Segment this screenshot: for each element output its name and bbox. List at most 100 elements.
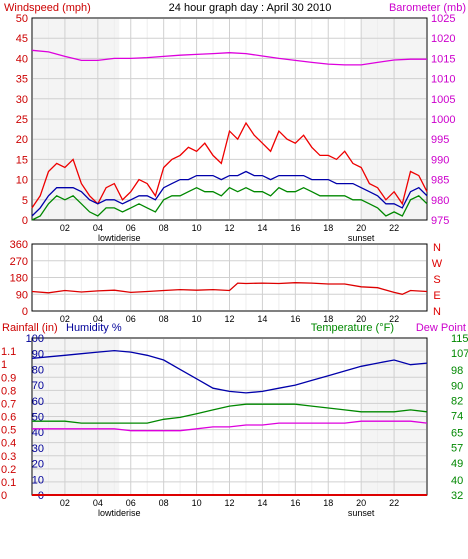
x-tick-label: 12: [224, 314, 234, 324]
x-tick-label: 18: [323, 223, 333, 233]
rainfall-y-tick-label: 1: [1, 359, 7, 371]
compass-label-s: S: [433, 274, 440, 286]
barometer-y-tick-label: 1025: [431, 13, 455, 25]
direction-y-tick-label: 180: [10, 273, 28, 285]
x-annotation-label: lowtiderise: [98, 233, 141, 243]
barometer-y-tick-label: 980: [431, 195, 449, 207]
x-tick-label: 16: [290, 223, 300, 233]
temperature-y-tick-label: 74: [451, 411, 463, 423]
dew-series-line: [32, 420, 428, 432]
humidity-y-tick-label: 20: [32, 459, 44, 471]
graph-title: 24 hour graph day : April 30 2010: [169, 2, 332, 14]
barometer-axis-title: Barometer (mb): [389, 2, 466, 14]
temperature-y-tick-label: 82: [451, 395, 463, 407]
rainfall-y-tick-label: 0.1: [1, 477, 16, 489]
x-annotation-label: sunset: [348, 233, 375, 243]
direction-y-tick-label: 360: [10, 239, 28, 251]
wind-y-tick-label: 25: [16, 114, 28, 126]
humidity-y-tick-label: 80: [32, 364, 44, 376]
x-tick-label: 04: [93, 498, 103, 508]
humidity-y-tick-label: 30: [32, 443, 44, 455]
temperature-y-tick-label: 98: [451, 365, 463, 377]
direction-y-tick-label: 0: [22, 306, 28, 318]
x-tick-label: 20: [356, 314, 366, 324]
baro-series-line: [31, 49, 427, 66]
wind-y-tick-label: 30: [16, 94, 28, 106]
x-tick-label: 16: [290, 498, 300, 508]
wind-y-tick-label: 35: [16, 74, 28, 86]
x-tick-label: 06: [126, 498, 136, 508]
rainfall-y-tick-label: 0.5: [1, 425, 16, 437]
temperature-y-tick-label: 57: [451, 443, 463, 455]
temp-series-line: [32, 403, 428, 424]
x-annotation-label: sunset: [348, 508, 375, 518]
humidity-axis-title: Humidity %: [66, 322, 122, 334]
x-tick-label: 22: [389, 498, 399, 508]
rainfall-axis-title: Rainfall (in): [2, 322, 58, 334]
x-tick-label: 22: [389, 314, 399, 324]
temperature-y-tick-label: 107: [451, 348, 468, 360]
x-annotation-label: lowtiderise: [98, 508, 141, 518]
wind-y-tick-label: 45: [16, 33, 28, 45]
barometer-y-tick-label: 975: [431, 215, 449, 227]
x-tick-label: 06: [126, 314, 136, 324]
humidity-y-tick-label: 10: [32, 474, 44, 486]
x-tick-label: 10: [192, 223, 202, 233]
humidity-y-tick-label: 90: [32, 349, 44, 361]
barometer-y-tick-label: 1010: [431, 74, 455, 86]
wind-y-tick-label: 40: [16, 53, 28, 65]
barometer-y-tick-label: 1020: [431, 33, 455, 45]
direction-panel: 02 04 06 08 10 12 14 16 18 20 22 0 90 180 270 360: [10, 239, 428, 324]
x-tick-label: 02: [60, 498, 70, 508]
x-tick-label: 14: [257, 498, 267, 508]
windspeed-axis-title: Windspeed (mph): [4, 2, 91, 14]
temperature-y-tick-label: 90: [451, 380, 463, 392]
x-tick-label: 04: [93, 314, 103, 324]
temperature-y-tick-label: 49: [451, 458, 463, 470]
rainfall-y-tick-label: 0.4: [1, 438, 16, 450]
avg-series-line: [31, 170, 428, 217]
wind-y-tick-label: 0: [22, 215, 28, 227]
x-tick-label: 12: [224, 223, 234, 233]
x-tick-label: 06: [126, 223, 136, 233]
barometer-y-tick-label: 995: [431, 134, 449, 146]
x-tick-label: 10: [192, 498, 202, 508]
barometer-y-tick-label: 985: [431, 175, 449, 187]
barometer-y-tick-label: 990: [431, 154, 449, 166]
wind-y-tick-label: 20: [16, 134, 28, 146]
wind-y-tick-label: 15: [16, 154, 28, 166]
humidity-y-tick-label: 50: [32, 412, 44, 424]
temperature-y-tick-label: 115: [451, 333, 468, 345]
dewpoint-axis-title: Dew Point: [416, 322, 466, 334]
wind-y-tick-label: 5: [22, 195, 28, 207]
humidity-y-tick-label: 40: [32, 427, 44, 439]
compass-label-n-bottom: N: [433, 306, 441, 318]
rainfall-y-tick-label: 0.2: [1, 464, 16, 476]
direction-panel-frame: [31, 243, 428, 312]
humidity-series-line: [31, 349, 428, 394]
temperature-axis-title: Temperature (°F): [311, 322, 394, 334]
rainfall-y-tick-label: 0.3: [1, 451, 16, 463]
x-tick-label: 02: [60, 314, 70, 324]
barometer-y-tick-label: 1005: [431, 94, 455, 106]
x-tick-label: 02: [60, 223, 70, 233]
temperature-y-tick-label: 65: [451, 428, 463, 440]
wind-direction-series-line: [31, 282, 428, 295]
rainfall-y-tick-label: 0.7: [1, 398, 16, 410]
humidity-y-tick-label: 70: [32, 380, 44, 392]
wind-y-tick-label: 10: [16, 175, 28, 187]
x-tick-label: 22: [389, 223, 399, 233]
temperature-y-tick-label: 40: [451, 475, 463, 487]
x-tick-label: 18: [323, 314, 333, 324]
x-tick-label: 16: [290, 314, 300, 324]
x-tick-label: 20: [356, 498, 366, 508]
direction-y-tick-label: 270: [10, 256, 28, 268]
x-tick-label: 14: [257, 314, 267, 324]
compass-label-w: W: [432, 258, 443, 270]
x-tick-label: 08: [159, 498, 169, 508]
rainfall-y-tick-label: 0.9: [1, 372, 16, 384]
compass-label-n-top: N: [433, 242, 441, 254]
x-tick-label: 18: [323, 498, 333, 508]
x-tick-label: 10: [192, 314, 202, 324]
